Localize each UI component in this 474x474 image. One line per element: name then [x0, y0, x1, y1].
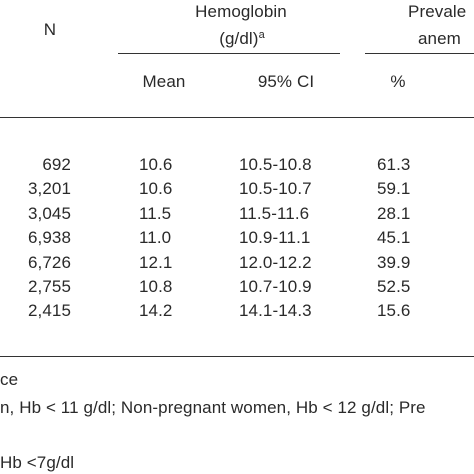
cell-pct: 61.3	[377, 155, 411, 174]
cell-n: 692	[42, 155, 71, 174]
cell-ci: 10.9-11.1	[239, 228, 311, 247]
hemoglobin-unit: (g/dl)	[219, 29, 259, 48]
cell-n: 6,726	[27, 253, 71, 272]
cell-mean: 10.6	[139, 155, 173, 174]
cell-mean: 12.1	[139, 253, 173, 272]
cell-ci: 12.0-12.2	[239, 253, 312, 272]
cell-mean: 11.5	[139, 204, 172, 223]
cell-n: 3,045	[27, 204, 71, 223]
footnote-thresholds: n, Hb < 11 g/dl; Non-pregnant women, Hb …	[0, 398, 426, 417]
cell-n: 2,415	[27, 301, 71, 320]
cell-ci: 14.1-14.3	[239, 301, 312, 320]
hemoglobin-header-line2: (g/dl)a	[219, 29, 265, 49]
hemoglobin-footnote-marker: a	[258, 29, 265, 41]
ci-subheader: 95% CI	[257, 72, 315, 91]
pct-subheader: %	[390, 72, 406, 91]
cell-ci: 10.5-10.8	[239, 155, 312, 174]
cell-pct: 59.1	[377, 179, 411, 198]
prevalence-header-line2: anem	[418, 29, 461, 48]
footnote-source: ce	[0, 370, 19, 389]
prevalence-header-rule	[365, 53, 474, 54]
hemoglobin-header-line1: Hemoglobin	[195, 2, 287, 21]
cell-mean: 11.0	[139, 228, 172, 247]
mean-subheader: Mean	[142, 72, 186, 91]
cell-ci: 11.5-11.6	[239, 204, 310, 223]
n-column-header: N	[43, 20, 57, 39]
cell-ci: 10.5-10.7	[239, 179, 312, 198]
cell-n: 6,938	[27, 228, 71, 247]
cell-pct: 28.1	[377, 204, 411, 223]
cell-n: 2,755	[27, 277, 71, 296]
cell-mean: 10.8	[139, 277, 173, 296]
cell-pct: 52.5	[377, 277, 411, 296]
cell-n: 3,201	[27, 179, 71, 198]
cell-mean: 14.2	[139, 301, 173, 320]
prevalence-header-line1: Prevale	[408, 2, 467, 21]
cell-ci: 10.7-10.9	[239, 277, 312, 296]
table-bottom-rule	[0, 356, 474, 357]
header-bottom-rule	[0, 117, 474, 118]
cell-pct: 45.1	[377, 228, 411, 247]
footnote-severe: Hb <7g/dl	[0, 453, 75, 472]
hemoglobin-header-rule	[118, 53, 340, 54]
cell-mean: 10.6	[139, 179, 173, 198]
cell-pct: 39.9	[377, 253, 411, 272]
cell-pct: 15.6	[377, 301, 411, 320]
